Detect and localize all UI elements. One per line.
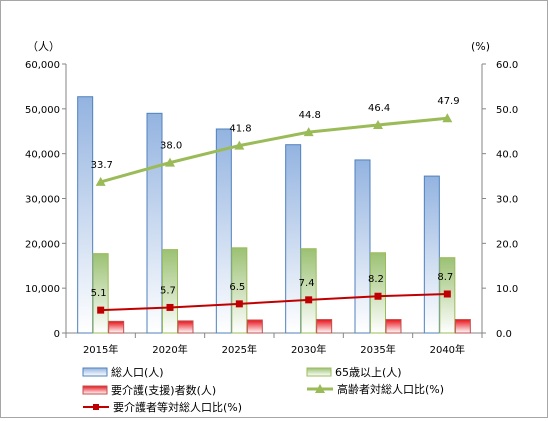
- bar-care-count: [316, 319, 333, 334]
- y-right-tick-label: 50.0: [496, 105, 518, 116]
- y-right-tick-label: 60.0: [496, 60, 518, 71]
- bar-care-count: [454, 319, 471, 334]
- point-care-ratio: [305, 296, 313, 304]
- legend-item-total-population: 総人口(人): [82, 365, 164, 379]
- data-label-elderly-ratio: 38.0: [160, 141, 182, 152]
- bars: [77, 96, 471, 334]
- data-label-care-ratio: 6.5: [229, 282, 245, 293]
- y-right-tick-label: 10.0: [496, 284, 518, 295]
- bar-age65: [92, 253, 109, 334]
- point-elderly-ratio: [234, 140, 245, 150]
- y-left-tick-label: 50,000: [25, 105, 60, 116]
- bar-total-population: [354, 159, 371, 334]
- bar-total-population: [285, 144, 302, 334]
- x-tick-label: 2020年: [152, 343, 187, 356]
- y-left-tick-label: 30,000: [25, 195, 60, 206]
- legend-label-care-count: 要介護(支援)者数(人): [111, 383, 216, 397]
- legend-label-elderly-ratio: 高齢者対総人口比(%): [337, 382, 444, 396]
- y-left-tick-label: 20,000: [25, 239, 60, 250]
- y-right-tick-label: 0.0: [496, 329, 512, 340]
- data-label-care-ratio: 5.7: [160, 285, 176, 296]
- data-label-elderly-ratio: 47.9: [437, 96, 459, 107]
- point-care-ratio: [374, 292, 382, 300]
- y-right-tick-label: 20.0: [496, 239, 518, 250]
- axes: 0 10,000 20,000 30,000 40,000 50,000 60,000 0.0…: [25, 60, 518, 356]
- line-elderly-ratio: [100, 116, 448, 184]
- data-label-care-ratio: 8.2: [368, 274, 384, 285]
- x-tick-label: 2015年: [83, 343, 118, 356]
- legend-swatch-total-population: [82, 367, 108, 377]
- data-label-care-ratio: 8.7: [437, 272, 453, 283]
- right-axis-unit: (%): [471, 40, 490, 53]
- legend-item-age65: 65歳以上(人): [306, 366, 402, 379]
- line-care-ratio: [100, 292, 448, 312]
- bar-age65: [300, 248, 317, 334]
- left-axis-unit: （人）: [27, 40, 60, 53]
- data-label-elderly-ratio: 41.8: [229, 124, 251, 135]
- data-label-care-ratio: 5.1: [91, 288, 107, 299]
- x-tick-label: 2025年: [222, 343, 257, 356]
- point-elderly-ratio: [95, 176, 106, 186]
- lines: [95, 113, 453, 314]
- data-label-care-ratio: 7.4: [299, 278, 315, 289]
- bar-care-count: [108, 320, 125, 334]
- y-right-tick-label: 40.0: [496, 150, 518, 161]
- legend-swatch-care-count: [82, 385, 108, 395]
- legend-item-care-count: 要介護(支援)者数(人): [82, 383, 216, 397]
- bar-total-population: [77, 96, 94, 334]
- bar-age65: [231, 247, 248, 334]
- y-left-tick-label: 10,000: [25, 284, 60, 295]
- y-left-tick-label: 60,000: [25, 60, 60, 71]
- x-tick-label: 2040年: [430, 343, 465, 356]
- legend-label-care-ratio: 要介護者等対総人口比(%): [113, 400, 242, 414]
- legend-marker-elderly-ratio: [315, 384, 325, 393]
- point-care-ratio: [97, 306, 105, 314]
- point-care-ratio: [443, 290, 451, 298]
- legend-label-age65: 65歳以上(人): [335, 366, 402, 379]
- legend-label-total-population: 総人口(人): [111, 365, 164, 379]
- bar-total-population: [423, 175, 440, 334]
- legend-item-care-ratio: 要介護者等対総人口比(%): [83, 400, 242, 414]
- y-right-tick-label: 30.0: [496, 195, 518, 206]
- x-tick-label: 2030年: [291, 343, 326, 356]
- legend: 総人口(人) 65歳以上(人) 要介護(支援)者数(人) 高齢者対総人口比(%)…: [82, 365, 444, 414]
- legend-marker-care-ratio: [93, 404, 99, 410]
- bar-care-count: [385, 319, 402, 334]
- data-labels: 33.7 38.0 41.8 44.8 46.4 47.9 5.1 5.7 6.5 7.4 8.2 8…: [91, 96, 460, 299]
- bar-age65: [162, 249, 178, 334]
- point-elderly-ratio: [373, 119, 383, 129]
- point-elderly-ratio: [303, 127, 314, 137]
- bar-care-count: [177, 320, 194, 334]
- bar-care-count: [246, 319, 263, 334]
- point-elderly-ratio: [165, 157, 175, 167]
- bar-total-population: [215, 128, 232, 334]
- point-care-ratio: [166, 303, 174, 311]
- x-tick-label: 2035年: [360, 343, 395, 356]
- y-left-tick-label: 0: [54, 329, 60, 340]
- data-label-elderly-ratio: 46.4: [368, 103, 390, 114]
- data-label-elderly-ratio: 44.8: [299, 110, 321, 121]
- point-care-ratio: [235, 300, 243, 308]
- legend-item-elderly-ratio: 高齢者対総人口比(%): [307, 382, 444, 396]
- data-label-elderly-ratio: 33.7: [91, 160, 113, 171]
- legend-swatch-age65: [306, 367, 332, 377]
- y-left-tick-label: 40,000: [25, 150, 60, 161]
- point-elderly-ratio: [442, 113, 453, 123]
